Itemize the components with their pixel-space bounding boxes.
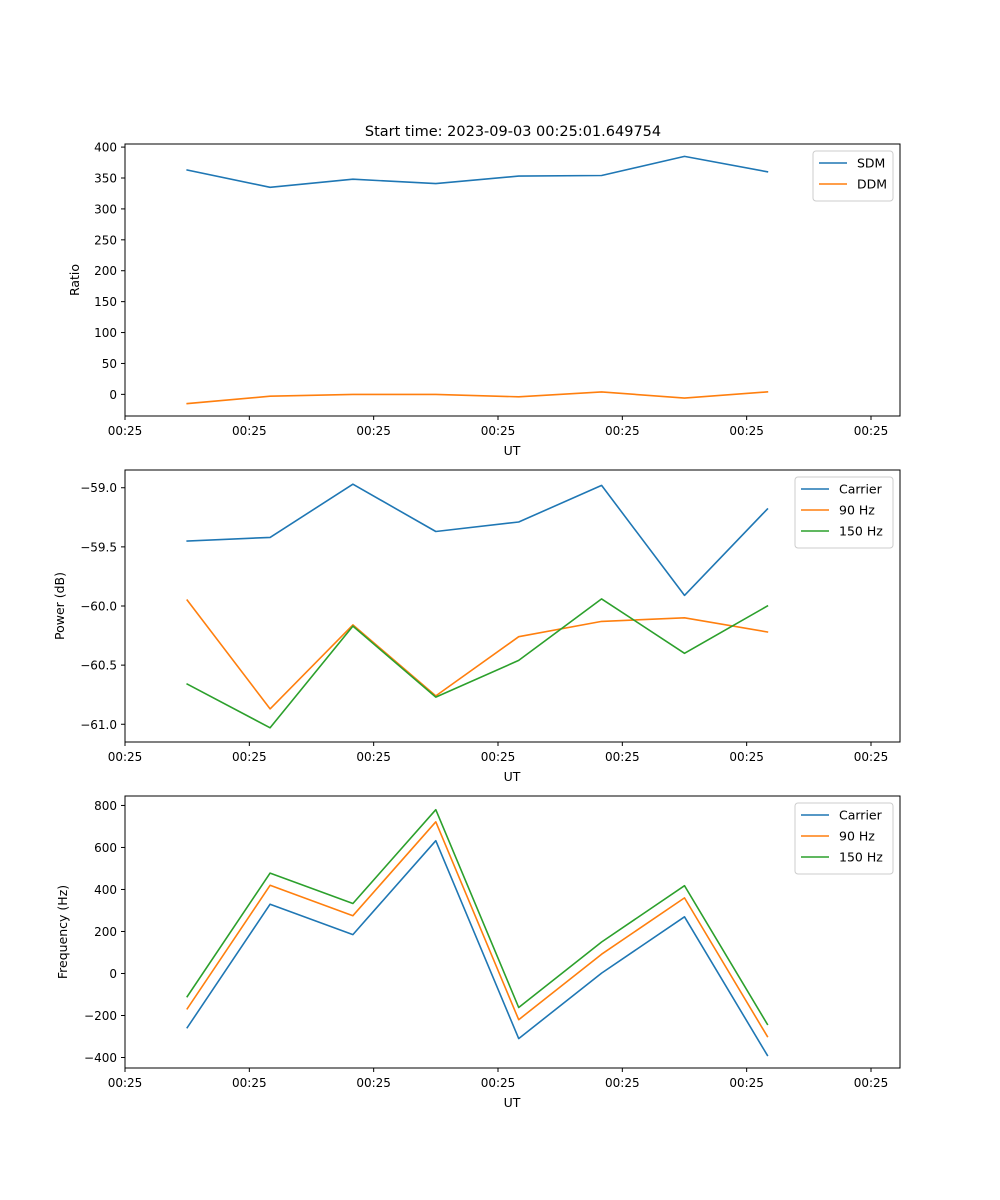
- frequency-legend-label: Carrier: [839, 808, 883, 823]
- frequency-y-tick-label: 600: [94, 841, 117, 855]
- frequency-plot-ylabel: Frequency (Hz): [55, 885, 70, 979]
- power-y-tick-label: −61.0: [80, 718, 117, 732]
- power-y-tick-label: −59.5: [80, 540, 117, 554]
- power-x-tick-label: 00:25: [108, 750, 143, 764]
- figure-title: Start time: 2023-09-03 00:25:01.649754: [365, 124, 661, 140]
- frequency-legend-label: 90 Hz: [839, 829, 875, 844]
- frequency-legend-label: 150 Hz: [839, 850, 883, 865]
- ratio-x-tick-label: 00:25: [605, 424, 640, 438]
- power-x-tick-label: 00:25: [356, 750, 391, 764]
- frequency-series-line-90-hz: [186, 820, 769, 1038]
- ratio-legend-label: SDM: [857, 156, 885, 171]
- ratio-x-tick-label: 00:25: [232, 424, 267, 438]
- frequency-legend: Carrier 90 Hz 150 Hz: [794, 802, 894, 875]
- power-legend-label: 150 Hz: [839, 524, 883, 539]
- ratio-x-tick-label: 00:25: [481, 424, 516, 438]
- power-y-tick-label: −60.0: [80, 600, 117, 614]
- ratio-y-tick-label: 150: [94, 295, 117, 309]
- ratio-plot-ylabel: Ratio: [67, 264, 82, 296]
- frequency-y-tick-label: 200: [94, 925, 117, 939]
- ratio-x-tick-label: 00:25: [854, 424, 889, 438]
- power-plot-ylabel: Power (dB): [52, 572, 67, 640]
- power-x-tick-label: 00:25: [605, 750, 640, 764]
- power-series-line-150-hz: [186, 598, 769, 729]
- ratio-x-tick-label: 00:25: [729, 424, 764, 438]
- ratio-series-line-sdm: [186, 155, 769, 189]
- ratio-series-line-ddm: [186, 391, 769, 405]
- frequency-y-tick-label: 0: [109, 967, 117, 981]
- ratio-y-tick-label: 0: [109, 388, 117, 402]
- frequency-y-tick-label: −200: [84, 1009, 117, 1023]
- power-x-tick-label: 00:25: [729, 750, 764, 764]
- power-x-tick-label: 00:25: [854, 750, 889, 764]
- ratio-y-tick-label: 200: [94, 264, 117, 278]
- ratio-y-tick-label: 350: [94, 172, 117, 186]
- frequency-x-tick-label: 00:25: [729, 1076, 764, 1090]
- power-plot-xlabel: UT: [504, 769, 521, 784]
- frequency-series-line-150-hz: [186, 808, 769, 1026]
- power-x-tick-label: 00:25: [232, 750, 267, 764]
- power-series-line-carrier: [186, 483, 769, 597]
- frequency-x-tick-label: 00:25: [108, 1076, 143, 1090]
- power-y-tick-label: −59.0: [80, 481, 117, 495]
- ratio-legend: SDM DDM: [812, 150, 894, 202]
- frequency-y-tick-label: 400: [94, 883, 117, 897]
- power-series-line-90-hz: [186, 598, 769, 710]
- ratio-y-tick-label: 400: [94, 141, 117, 155]
- frequency-x-tick-label: 00:25: [232, 1076, 267, 1090]
- ratio-y-tick-label: 300: [94, 202, 117, 216]
- power-plot: UT Power (dB) 00:25 00:25 00:25 00:25 00:25 0…: [52, 469, 901, 784]
- power-legend-label: 90 Hz: [839, 503, 875, 518]
- ratio-plot: UT Ratio 00:25 00:25 00:25 00:25 00:25 00:25 0…: [67, 141, 901, 458]
- frequency-plot-xlabel: UT: [504, 1095, 521, 1110]
- ratio-y-tick-label: 250: [94, 233, 117, 247]
- frequency-y-tick-label: 800: [94, 799, 117, 813]
- ratio-x-tick-label: 00:25: [108, 424, 143, 438]
- ratio-plot-frame: [124, 143, 901, 417]
- frequency-x-tick-label: 00:25: [605, 1076, 640, 1090]
- ratio-plot-xlabel: UT: [504, 443, 521, 458]
- frequency-plot-frame: [124, 795, 901, 1069]
- frequency-y-tick-label: −400: [84, 1051, 117, 1065]
- ratio-y-tick-label: 100: [94, 326, 117, 340]
- frequency-x-tick-label: 00:25: [356, 1076, 391, 1090]
- ratio-y-tick-label: 50: [102, 357, 117, 371]
- ratio-legend-label: DDM: [857, 177, 887, 192]
- power-legend-label: Carrier: [839, 482, 883, 497]
- ratio-x-tick-label: 00:25: [356, 424, 391, 438]
- power-legend: Carrier 90 Hz 150 Hz: [794, 476, 894, 549]
- frequency-series-line-carrier: [186, 839, 769, 1057]
- power-x-tick-label: 00:25: [481, 750, 516, 764]
- frequency-x-tick-label: 00:25: [481, 1076, 516, 1090]
- power-y-tick-label: −60.5: [80, 659, 117, 673]
- frequency-x-tick-label: 00:25: [854, 1076, 889, 1090]
- frequency-plot: UT Frequency (Hz) 00:25 00:25 00:25 00:25 00…: [55, 795, 901, 1110]
